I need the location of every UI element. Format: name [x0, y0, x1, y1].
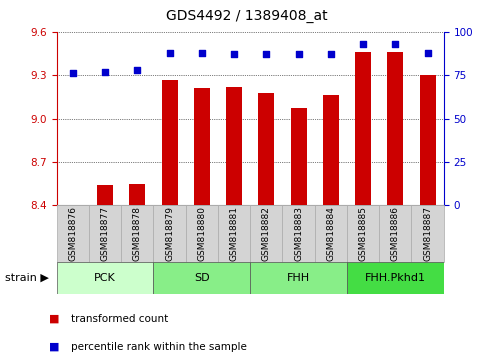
Text: percentile rank within the sample: percentile rank within the sample: [71, 342, 247, 352]
Point: [198, 50, 206, 56]
Text: GSM818880: GSM818880: [197, 206, 207, 261]
Bar: [258, 92, 275, 205]
Point: [391, 41, 399, 47]
Bar: [97, 185, 113, 205]
Point: [359, 41, 367, 47]
Bar: [57, 205, 89, 262]
Bar: [89, 205, 121, 262]
Text: transformed count: transformed count: [71, 314, 169, 324]
Text: GSM818877: GSM818877: [101, 206, 109, 261]
Text: PCK: PCK: [94, 273, 116, 283]
Point: [423, 50, 431, 56]
Bar: [315, 205, 347, 262]
Text: GSM818881: GSM818881: [230, 206, 239, 261]
Bar: [347, 262, 444, 294]
Point: [101, 69, 109, 75]
Bar: [186, 205, 218, 262]
Text: GSM818882: GSM818882: [262, 206, 271, 261]
Bar: [412, 205, 444, 262]
Bar: [153, 205, 186, 262]
Bar: [226, 87, 242, 205]
Bar: [162, 80, 177, 205]
Bar: [290, 108, 307, 205]
Text: GDS4492 / 1389408_at: GDS4492 / 1389408_at: [166, 9, 327, 23]
Point: [230, 52, 238, 57]
Bar: [194, 88, 210, 205]
Text: GSM818883: GSM818883: [294, 206, 303, 261]
Bar: [323, 96, 339, 205]
Text: GSM818878: GSM818878: [133, 206, 142, 261]
Bar: [250, 262, 347, 294]
Bar: [250, 205, 282, 262]
Text: GSM818879: GSM818879: [165, 206, 174, 261]
Bar: [129, 184, 145, 205]
Text: ■: ■: [49, 342, 60, 352]
Point: [69, 71, 77, 76]
Text: SD: SD: [194, 273, 210, 283]
Text: GSM818886: GSM818886: [391, 206, 400, 261]
Point: [295, 52, 303, 57]
Point: [166, 50, 174, 56]
Text: ■: ■: [49, 314, 60, 324]
Text: GSM818887: GSM818887: [423, 206, 432, 261]
Bar: [282, 205, 315, 262]
Bar: [218, 205, 250, 262]
Text: GSM818884: GSM818884: [326, 206, 335, 261]
Text: strain ▶: strain ▶: [5, 273, 49, 283]
Bar: [355, 52, 371, 205]
Text: FHH: FHH: [287, 273, 310, 283]
Point: [262, 52, 270, 57]
Bar: [420, 75, 436, 205]
Bar: [387, 52, 403, 205]
Text: GSM818885: GSM818885: [358, 206, 368, 261]
Bar: [153, 262, 250, 294]
Text: GSM818876: GSM818876: [69, 206, 77, 261]
Bar: [347, 205, 379, 262]
Point: [327, 52, 335, 57]
Bar: [379, 205, 412, 262]
Bar: [57, 262, 153, 294]
Bar: [121, 205, 153, 262]
Point: [134, 67, 141, 73]
Text: FHH.Pkhd1: FHH.Pkhd1: [365, 273, 426, 283]
